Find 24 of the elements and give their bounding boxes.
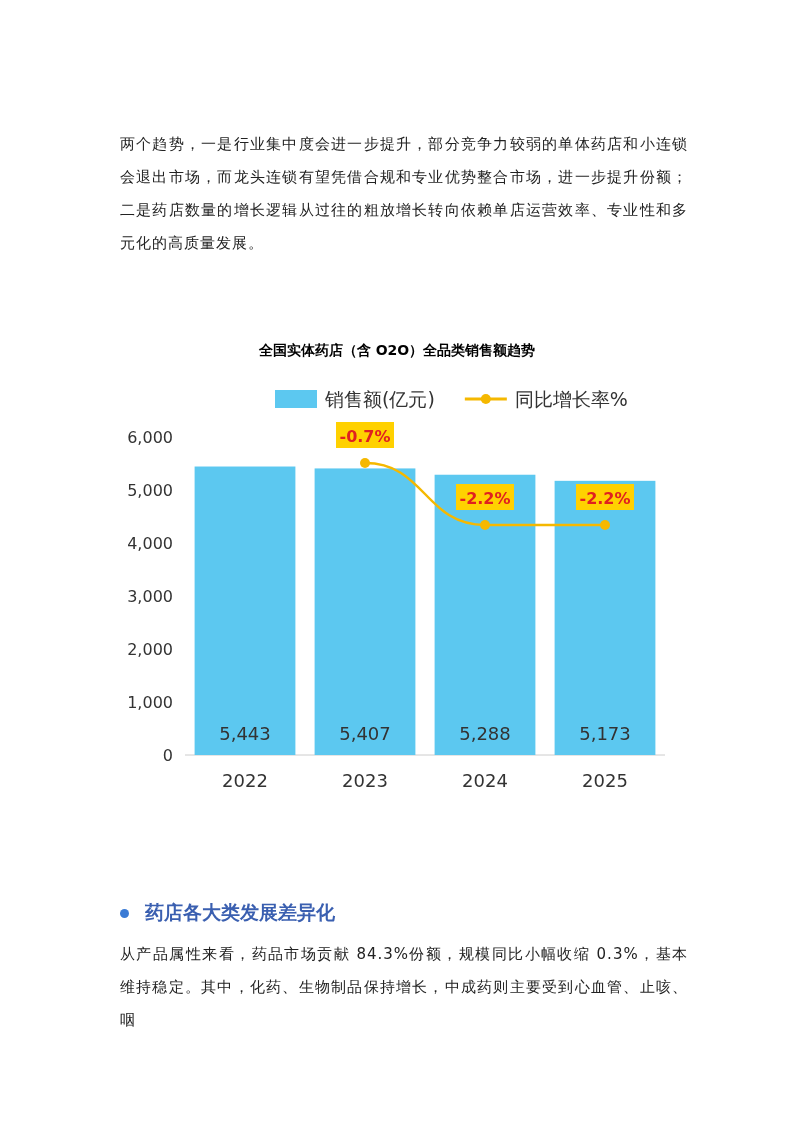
y-tick-label: 6,000 xyxy=(127,428,173,447)
text: 从产品属性来看，药品市场贡献 84.3%份额，规模同比小幅收缩 0.3%，基本维持稳定。其中，化药、生物制品保持增长，中成药则主要受到心血管、止咳、咽 xyxy=(120,944,688,1031)
data-label: 5,443 xyxy=(219,723,271,744)
text: 药店各大类发展差异化 xyxy=(145,901,335,923)
data-label: -0.7% xyxy=(339,427,391,446)
data-label: -2.2% xyxy=(459,489,511,508)
y-tick-label: 5,000 xyxy=(127,481,173,500)
y-tick-label: 3,000 xyxy=(127,587,173,606)
y-tick-label: 4,000 xyxy=(127,534,173,553)
x-tick-label: 2025 xyxy=(582,770,628,791)
data-label: 5,407 xyxy=(339,723,391,744)
legend-label: 同比增长率% xyxy=(514,388,628,410)
y-tick-label: 2,000 xyxy=(127,640,173,659)
x-tick-label: 2022 xyxy=(222,770,268,791)
legend-label: 销售额(亿元) xyxy=(324,388,435,410)
data-label: -2.2% xyxy=(579,489,631,508)
text: 两个趋势，一是行业集中度会进一步提升，部分竞争力较弱的单体药店和小连锁会退出市场，而龙头连锁有望凭借合规和专业优势整合市场，进一步提升份额；二是药店数量的增长逻辑从过往的粗放增长转向依赖单店运营效率、专业性和多元化的高质量发展。 xyxy=(120,134,688,254)
chart-title: 全国实体药店（含 O2O）全品类销售额趋势 xyxy=(257,342,536,358)
x-tick-label: 2023 xyxy=(342,770,388,791)
data-label: 5,173 xyxy=(579,723,631,744)
y-tick-label: 0 xyxy=(162,746,173,765)
x-tick-label: 2024 xyxy=(462,770,508,791)
y-tick-label: 1,000 xyxy=(127,693,173,712)
data-label: 5,288 xyxy=(459,723,511,744)
